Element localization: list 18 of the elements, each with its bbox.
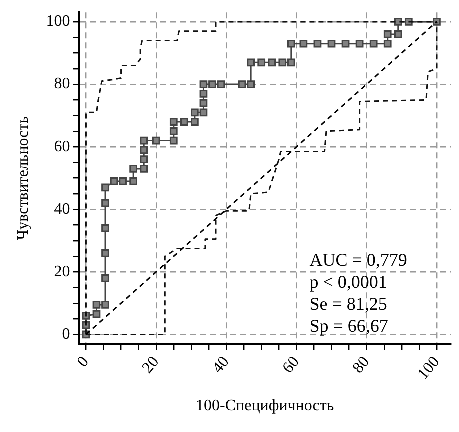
x-tick-label: 20 [139,354,163,377]
y-tick-label: 0 [62,326,70,343]
x-tick-label: 0 [74,354,92,371]
y-axis-title: Чувствительность [14,116,32,240]
annotation: AUC = 0,779 [310,250,408,270]
x-tick-label: 80 [350,354,374,377]
annotation: p < 0,0001 [310,272,388,292]
annotation: Se = 81,25 [310,294,388,314]
annotation: Sp = 66,67 [310,316,388,336]
y-tick-label: 60 [54,138,70,156]
y-tick-label: 20 [54,263,70,280]
x-axis-title: 100-Специфичность [196,398,334,415]
y-tick-label: 100 [46,13,70,30]
x-tick-label: 40 [209,354,233,377]
y-tick-label: 40 [54,200,70,218]
x-tick-label: 100 [414,354,444,383]
x-tick-label: 60 [280,354,303,377]
y-tick-label: 80 [54,76,70,93]
